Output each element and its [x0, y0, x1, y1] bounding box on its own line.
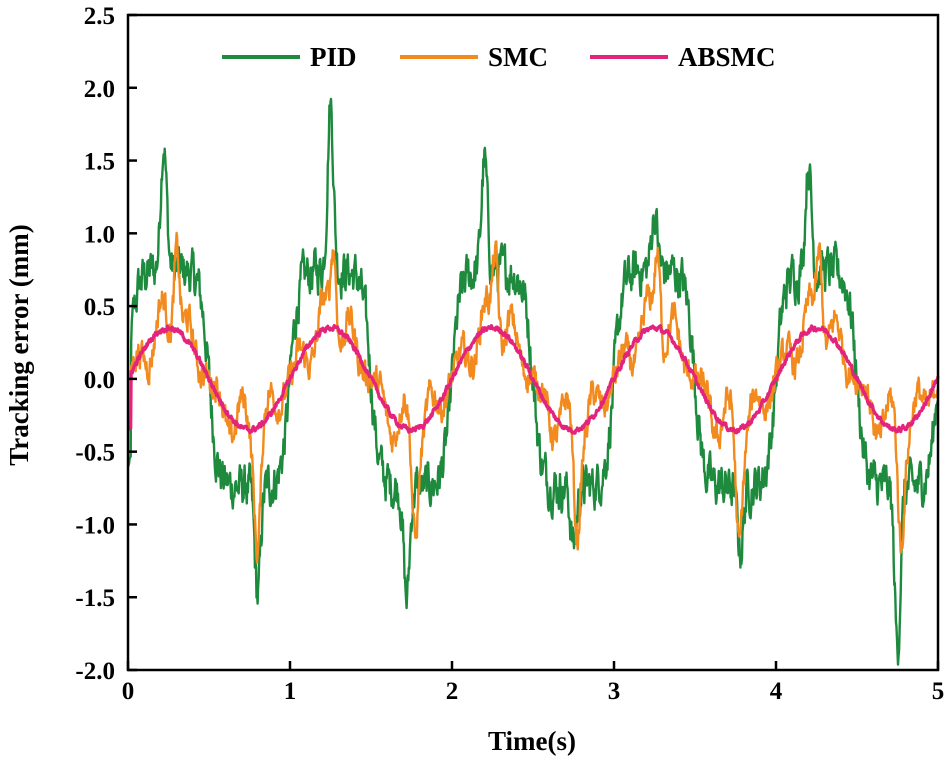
legend-label-smc: SMC — [488, 42, 548, 72]
plot-frame — [126, 13, 940, 672]
x-tick-label: 3 — [608, 678, 621, 705]
series-line-pid — [127, 97, 940, 666]
y-axis-title: Tracking error (mm) — [4, 224, 34, 465]
y-tick-label: 1.0 — [84, 221, 115, 248]
x-tick-label: 0 — [122, 678, 135, 705]
legend: PID SMC ABSMC — [222, 42, 776, 72]
ticks-layer: 0 1 2 3 4 5 -2.0 -1.5 -1.0 -0.5 0.0 0.5 1.0 1.5 2.0 2.5 — [75, 3, 944, 705]
y-tick-label: 0.0 — [84, 367, 115, 394]
series-layer — [126, 97, 940, 666]
legend-label-pid: PID — [310, 42, 357, 72]
x-axis-title: Time(s) — [488, 726, 576, 756]
series-line-absmc — [126, 324, 940, 435]
y-tick-label: 2.0 — [84, 76, 115, 103]
y-tick-label: -1.0 — [75, 512, 115, 539]
y-tick-label: -1.5 — [75, 585, 115, 612]
x-tick-label: 5 — [932, 678, 945, 705]
x-tick-label: 4 — [770, 678, 783, 705]
x-tick-label: 1 — [284, 678, 297, 705]
y-tick-label: 0.5 — [84, 294, 115, 321]
legend-label-absmc: ABSMC — [678, 42, 776, 72]
x-tick-label: 2 — [446, 678, 459, 705]
y-tick-label: -2.0 — [75, 658, 115, 685]
y-tick-label: 2.5 — [84, 3, 115, 30]
y-tick-label: -0.5 — [75, 440, 115, 467]
y-tick-label: 1.5 — [84, 149, 115, 176]
